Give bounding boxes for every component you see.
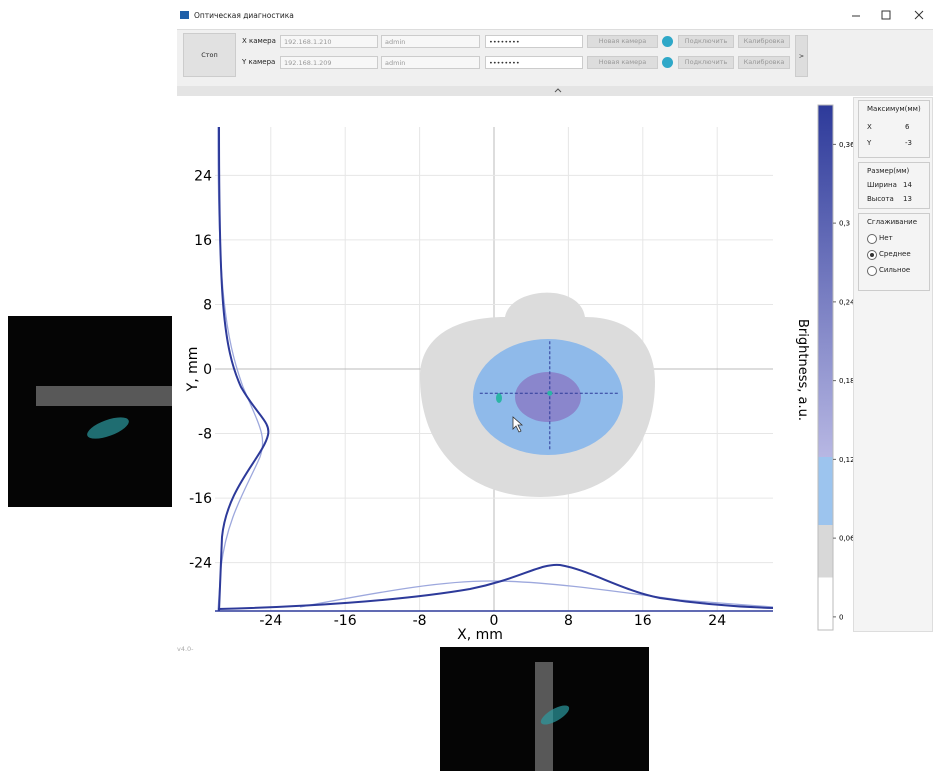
smoothing-group: Сглаживание Нет Среднее Сильное (858, 213, 930, 291)
radio-button[interactable] (867, 250, 877, 260)
x-tick-label: 8 (564, 613, 573, 629)
x-axis-label: X, mm (457, 627, 503, 642)
y-tick-label: -8 (198, 427, 212, 443)
camera-label: Y камера (242, 58, 275, 66)
x-tick-label: -16 (334, 613, 357, 629)
radio-button[interactable] (867, 266, 877, 276)
x-tick-label: -8 (413, 613, 427, 629)
y-tick-label: 24 (194, 168, 212, 184)
app-icon (180, 11, 189, 19)
y-tick-label: -16 (189, 491, 212, 507)
x-camera-image (8, 316, 172, 507)
group-title: Сглаживание (867, 218, 917, 226)
y-tick-label: -24 (189, 556, 212, 572)
camera-label: X камера (242, 37, 276, 45)
status-dot (662, 36, 673, 47)
value: 6 (905, 123, 909, 131)
maximize-button[interactable] (882, 11, 890, 19)
y-camera-image (440, 647, 649, 771)
user-field[interactable]: admin (381, 56, 480, 69)
status-dot (662, 57, 673, 68)
version-label: v4.0- (177, 645, 194, 653)
y-axis-label: Y, mm (185, 347, 201, 393)
y-tick-label: 8 (203, 297, 212, 313)
colorbar (818, 105, 833, 630)
radio-label: Сильное (879, 266, 910, 274)
x-tick-label: 16 (634, 613, 652, 629)
radio-button[interactable] (867, 234, 877, 244)
connect-button[interactable]: Подключить (678, 35, 734, 48)
user-field[interactable]: admin (381, 35, 480, 48)
title-bar (0, 0, 933, 30)
radio-label: Нет (879, 234, 893, 242)
group-title: Максимум(мм) (867, 105, 921, 113)
y-tick-label: 16 (194, 233, 212, 249)
app-window: Оптическая диагностика Стоп X камера 192.… (0, 0, 933, 771)
radio-dot (870, 253, 874, 257)
white-spot (286, 374, 298, 430)
y-tick-label: 0 (203, 362, 212, 378)
more-button[interactable]: > (795, 35, 808, 77)
x-tick-label: 24 (708, 613, 726, 629)
collapse-bar[interactable] (177, 86, 933, 96)
password-field[interactable]: •••••••• (485, 56, 583, 69)
camera-select[interactable]: Новая камера (587, 35, 658, 48)
group-title: Размер(мм) (867, 167, 909, 175)
label: X (867, 123, 872, 131)
value: 14 (903, 181, 912, 189)
colorbar-label: Brightness, a.u. (795, 319, 810, 421)
colorbar-tick-label: 0,3 (839, 220, 850, 228)
window-title: Оптическая диагностика (194, 11, 294, 20)
hot-spot (496, 393, 502, 403)
ip-field[interactable]: 192.168.1.209 (280, 56, 378, 69)
size-group: Размер(мм) Ширина 14 Высота 13 (858, 162, 930, 209)
contour-high (515, 372, 581, 422)
connect-button[interactable]: Подключить (678, 56, 734, 69)
calibrate-button[interactable]: Калибровка (738, 56, 790, 69)
value: -3 (905, 139, 912, 147)
calibrate-button[interactable]: Калибровка (738, 35, 790, 48)
label: Ширина (867, 181, 897, 189)
maximum-point (547, 391, 552, 396)
stop-button[interactable]: Стоп (183, 33, 236, 77)
maximum-group: Максимум(мм) X 6 Y -3 (858, 100, 930, 158)
value: 13 (903, 195, 912, 203)
x-tick-label: -24 (259, 613, 282, 629)
label: Высота (867, 195, 894, 203)
colorbar-tick-label: 0 (839, 613, 843, 621)
password-field[interactable]: •••••••• (485, 35, 583, 48)
close-button[interactable] (915, 11, 923, 19)
camera-select[interactable]: Новая камера (587, 56, 658, 69)
radio-label: Среднее (879, 250, 911, 258)
ip-field[interactable]: 192.168.1.210 (280, 35, 378, 48)
label: Y (867, 139, 871, 147)
